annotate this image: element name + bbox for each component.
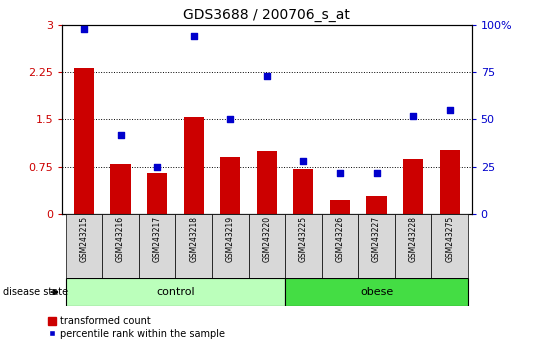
Bar <box>358 214 395 278</box>
Bar <box>330 200 350 214</box>
Bar <box>110 164 130 214</box>
Text: GSM243217: GSM243217 <box>153 216 162 262</box>
Bar <box>147 173 167 214</box>
Bar <box>248 214 285 278</box>
Text: GSM243225: GSM243225 <box>299 216 308 262</box>
Bar <box>139 214 175 278</box>
Point <box>80 26 88 32</box>
Text: GSM243218: GSM243218 <box>189 216 198 262</box>
Point <box>409 113 417 119</box>
Bar <box>440 150 460 214</box>
Text: disease state: disease state <box>3 287 68 297</box>
Text: GSM243228: GSM243228 <box>409 216 418 262</box>
Bar <box>367 196 386 214</box>
Bar <box>285 278 468 306</box>
Text: obese: obese <box>360 287 393 297</box>
Bar <box>431 214 468 278</box>
Bar <box>293 169 314 214</box>
Legend: transformed count, percentile rank within the sample: transformed count, percentile rank withi… <box>48 316 225 339</box>
Point <box>189 33 198 39</box>
Bar <box>257 151 277 214</box>
Point <box>226 116 234 122</box>
Point <box>153 164 161 170</box>
Bar <box>285 214 322 278</box>
Bar <box>74 68 94 214</box>
Text: GSM243227: GSM243227 <box>372 216 381 262</box>
Bar <box>395 214 431 278</box>
Point <box>262 73 271 79</box>
Point <box>445 107 454 113</box>
Bar <box>220 157 240 214</box>
Text: GSM243219: GSM243219 <box>226 216 234 262</box>
Bar <box>212 214 248 278</box>
Text: control: control <box>156 287 195 297</box>
Point <box>116 132 125 137</box>
Point <box>299 158 308 164</box>
Bar <box>175 214 212 278</box>
Bar <box>184 117 204 214</box>
Text: GSM243275: GSM243275 <box>445 216 454 262</box>
Text: GSM243226: GSM243226 <box>335 216 344 262</box>
Text: GSM243216: GSM243216 <box>116 216 125 262</box>
Text: GSM243215: GSM243215 <box>79 216 88 262</box>
Title: GDS3688 / 200706_s_at: GDS3688 / 200706_s_at <box>183 8 350 22</box>
Bar <box>322 214 358 278</box>
Bar <box>403 159 423 214</box>
Bar <box>66 214 102 278</box>
Point <box>336 170 344 175</box>
Text: GSM243220: GSM243220 <box>262 216 271 262</box>
Point <box>372 170 381 175</box>
Bar <box>102 214 139 278</box>
Bar <box>66 278 285 306</box>
